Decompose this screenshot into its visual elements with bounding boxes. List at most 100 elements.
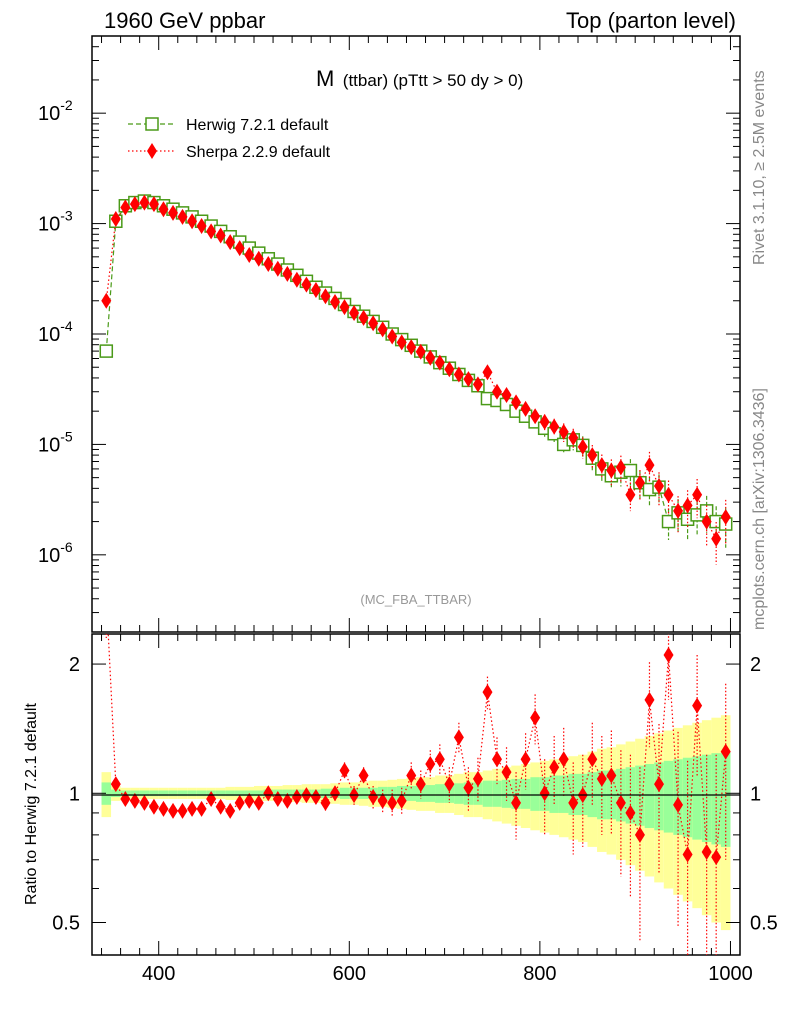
ratio-point [234, 794, 245, 811]
sherpa-point [692, 486, 703, 503]
band-inner [644, 764, 655, 829]
band-inner [549, 775, 559, 813]
ratio-point [596, 770, 607, 787]
band-inner [139, 790, 150, 797]
ratio-point [701, 843, 712, 860]
sherpa-point [272, 260, 283, 277]
sherpa-point [129, 196, 140, 213]
sherpa-point [472, 376, 483, 393]
sherpa-point [501, 387, 512, 404]
band-inner [435, 784, 445, 803]
legend-sherpa-label: Sherpa 2.2.9 default [186, 144, 331, 161]
ratio-point [101, 587, 111, 603]
sherpa-point [625, 486, 636, 503]
sherpa-point [310, 282, 321, 299]
ratio-point [129, 792, 140, 809]
band-inner [339, 787, 350, 799]
ratio-point [396, 792, 407, 809]
rivet-version-label: Rivet 3.1.10, ≥ 2.5M events [751, 70, 768, 265]
sherpa-point [701, 513, 712, 530]
ratio-point [168, 802, 178, 819]
sherpa-point [396, 334, 407, 351]
sherpa-line [105, 201, 727, 541]
ratio-point [644, 691, 655, 708]
sherpa-point [434, 354, 445, 371]
band-inner [101, 782, 112, 805]
legend-herwig-label: Herwig 7.2.1 default [186, 117, 329, 134]
ratio-point [434, 751, 445, 768]
ratio-point [358, 767, 369, 784]
ratio-y-tick-label: 0.5 [52, 912, 80, 934]
sherpa-point [339, 299, 350, 316]
sherpa-point [606, 462, 617, 479]
x-tick-label: 800 [523, 963, 556, 985]
band-inner [111, 789, 121, 798]
legend-sherpa-marker [147, 143, 157, 159]
main-y-tick-exponent: -6 [60, 539, 73, 555]
band-inner [663, 760, 674, 833]
ratio-point [415, 776, 426, 793]
ratio-point [673, 796, 684, 813]
ratio-plot-data [101, 587, 731, 955]
band-inner [406, 785, 416, 801]
ratio-y-tick-label: 2 [69, 654, 80, 676]
sherpa-point [654, 478, 664, 495]
ratio-point [663, 646, 674, 663]
ratio-point [177, 802, 188, 819]
sherpa-point [720, 509, 731, 526]
main-y-tick-exponent: -3 [60, 208, 73, 224]
ratio-point [368, 789, 379, 806]
main-y-tick-label: 10-4 [38, 318, 73, 346]
sherpa-point [453, 366, 464, 383]
mcplots-reference-label: mcplots.cern.ch [arXiv:1306.3436] [751, 388, 768, 630]
sherpa-point [482, 364, 493, 381]
plot-title-main: M [316, 66, 334, 91]
legend: Herwig 7.2.1 default Sherpa 2.2.9 defaul… [128, 117, 331, 161]
band-inner [682, 757, 693, 838]
band-inner [530, 777, 540, 811]
ratio-point [291, 789, 302, 806]
ratio-point [377, 792, 388, 809]
band-inner [520, 778, 531, 809]
sherpa-point [539, 413, 550, 430]
sherpa-point [215, 227, 226, 244]
band-inner [654, 762, 664, 831]
sherpa-point [577, 438, 588, 455]
sherpa-point [596, 457, 607, 474]
sherpa-point [263, 256, 274, 273]
ratio-point [187, 800, 198, 817]
band-inner [692, 756, 702, 840]
band-inner [254, 790, 264, 797]
ratio-point [158, 800, 169, 817]
main-y-tick-label: 10-6 [38, 539, 73, 567]
ratio-point [215, 798, 226, 815]
main-y-tick-exponent: -2 [60, 97, 73, 113]
ratio-point [139, 794, 150, 811]
ratio-y-tick-label: 1 [69, 783, 80, 805]
ratio-point [244, 792, 255, 809]
band-inner [358, 787, 369, 799]
sherpa-point [291, 271, 302, 288]
sherpa-point [387, 328, 398, 345]
sherpa-point [492, 383, 502, 400]
band-inner [215, 790, 226, 797]
band-inner [158, 790, 169, 797]
ratio-uncertainty-bands [101, 715, 731, 931]
sherpa-point [615, 459, 626, 476]
ratio-point [282, 792, 293, 809]
header-right: Top (parton level) [566, 8, 736, 33]
sherpa-point [330, 293, 340, 310]
sherpa-point [663, 486, 674, 503]
sherpa-point [463, 371, 474, 388]
ratio-y-tick-label-right: 0.5 [750, 912, 778, 934]
sherpa-point [406, 339, 417, 356]
ratio-y-axis-label: Ratio to Herwig 7.2.1 default [23, 703, 40, 905]
sherpa-point [206, 223, 217, 240]
band-inner [425, 785, 436, 802]
sherpa-point [253, 250, 264, 267]
sherpa-point [511, 394, 522, 411]
band-inner [320, 788, 331, 799]
sherpa-point [177, 208, 188, 225]
band-inner [234, 790, 245, 797]
